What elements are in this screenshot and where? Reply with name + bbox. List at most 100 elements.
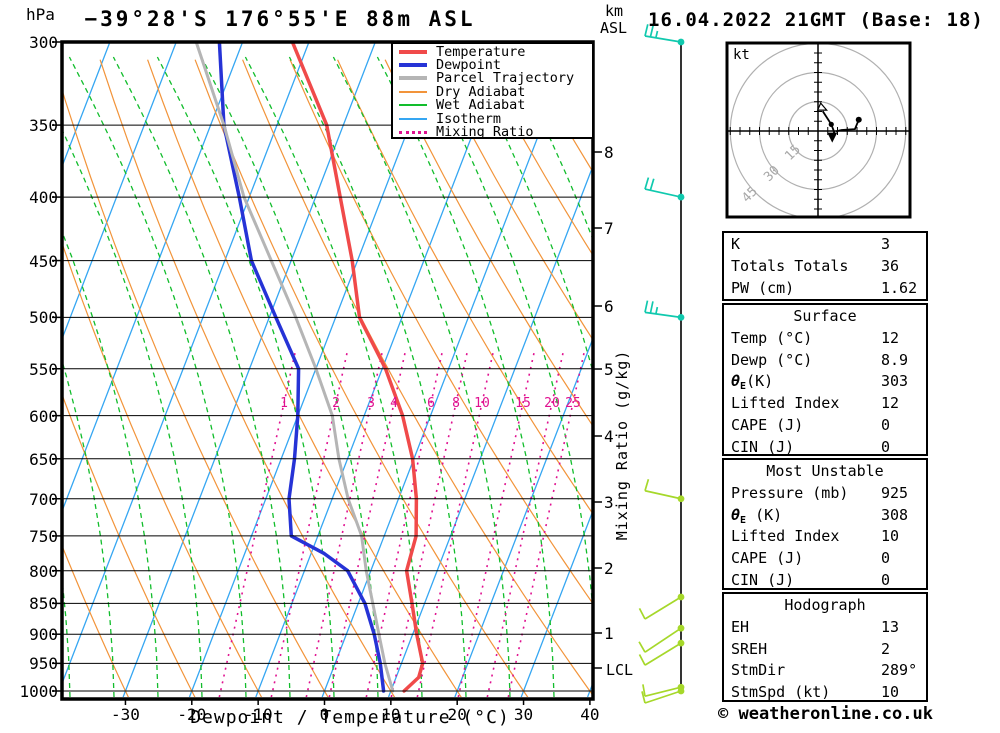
legend-label: Wet Adiabat [436, 97, 526, 114]
pressure-tick-label: 850 [29, 594, 58, 614]
wind-barb-half [655, 306, 659, 315]
table-row-theta-e: θE(K) 303 [731, 371, 926, 393]
isotherm-line [255, 42, 509, 697]
pressure-tick-label: 750 [29, 526, 58, 546]
table-row: CIN (J) 0 [731, 570, 926, 592]
wind-barb-full [649, 25, 655, 38]
mixing-ratio-value-label: 15 [515, 396, 531, 411]
legend-item-mixing-ratio: Mixing Ratio [399, 124, 592, 140]
dry-adiabat-line [432, 59, 593, 341]
table-row: Lifted Index 12 [731, 393, 926, 415]
table-row: CIN (J) 0 [731, 437, 926, 459]
hodograph-table: Hodograph EH 13 SREH 2 StmDir 289° StmSpd (… [722, 592, 928, 702]
wind-barb-full [638, 641, 646, 653]
table-row: StmDir 289° [731, 660, 926, 682]
pressure-axis-unit: hPa [26, 5, 55, 24]
stat-value: 12 [881, 328, 900, 347]
surface-table: Surface Temp (°C) 12 Dewp (°C) 8.9 θE(K) 30… [722, 303, 928, 456]
km-tick-label: 3 [604, 493, 614, 512]
wet-adiabat-line [62, 358, 115, 697]
km-tick-label: 6 [604, 297, 614, 316]
legend-item-isotherm: Isotherm [399, 110, 592, 127]
hodograph-unit-label: kt [733, 47, 750, 63]
dry-adiabat-line [242, 59, 593, 697]
pressure-tick-label: 500 [29, 308, 58, 328]
mixing-ratio-value-label: 8 [452, 396, 460, 411]
dry-adiabat-line [99, 59, 396, 697]
pressure-tick-label: 700 [29, 489, 58, 509]
temperature-tick-label: 0 [319, 705, 330, 724]
temperature-tick-label: -10 [243, 705, 273, 724]
x-axis-label: Dewpoint / Temperature (°C) [190, 707, 510, 728]
isotherm-line [321, 42, 575, 697]
wind-barb-staff [644, 311, 682, 319]
km-tick-label: 1 [604, 624, 614, 643]
pressure-tick-label: 1000 [19, 682, 58, 701]
temperature-tick-label: 30 [513, 705, 534, 724]
wind-barb-full [644, 300, 649, 313]
datetime-title: 16.04.2022 21GMT (Base: 18) [648, 9, 984, 31]
stat-label: PW (cm) [731, 278, 795, 297]
stat-label: Lifted Index [731, 394, 840, 413]
pressure-tick-label: 450 [29, 251, 58, 271]
table-row: StmSpd (kt) 10 [731, 682, 926, 704]
legend-item-wet-adiabat: Wet Adiabat [399, 97, 592, 114]
table-row: Pressure (mb) 925 [731, 483, 926, 505]
wet-adiabat-line [508, 56, 593, 242]
wind-barb-staff [644, 35, 682, 43]
wind-barb-full [649, 301, 654, 314]
wind-barb-staff [644, 642, 682, 666]
mixing-ratio-axis-label: Mixing Ratio (g/kg) [613, 349, 631, 541]
table-row: Temp (°C) 12 [731, 328, 926, 350]
isotherm-line-swatch [399, 117, 427, 120]
wind-barb-half [655, 30, 659, 39]
isotherm-line [454, 336, 593, 697]
most-unstable-table: Most Unstable Pressure (mb) 925 θE (K) 308… [722, 458, 928, 590]
stat-value: 0 [881, 437, 891, 456]
hodograph-trace-dot [828, 121, 834, 127]
wind-barb-staff [644, 686, 682, 698]
stat-value: 8.9 [881, 350, 909, 369]
temperature-tick-label: 20 [447, 705, 467, 724]
wind-barb-staff [644, 690, 682, 704]
pressure-tick-label: 300 [29, 33, 58, 52]
wind-barb-staff [644, 627, 682, 653]
mixing-ratio-value-label: 10 [474, 396, 490, 411]
pressure-tick-label: 400 [29, 188, 58, 208]
table-title: Most Unstable [766, 462, 884, 480]
km-tick-label: 2 [604, 559, 614, 578]
table-row: PW (cm) 1.62 [731, 278, 926, 300]
mixing-ratio-value-label: 25 [565, 396, 581, 411]
mixing-ratio-value-label: 3 [367, 396, 375, 411]
wind-barb-full [644, 478, 650, 491]
stat-value: 0 [881, 570, 891, 589]
wet-adiabat-line [62, 230, 159, 697]
mixing-ratio-line-swatch [399, 130, 427, 134]
isotherm-line [62, 42, 177, 341]
stat-label: Temp (°C) [731, 328, 813, 347]
stat-value: 308 [881, 505, 909, 524]
wet-adiabat-line [112, 56, 291, 697]
mixing-ratio-value-label: 20 [544, 396, 560, 411]
legend-item-parcel: Parcel Trajectory [399, 70, 592, 86]
stat-value: 289° [881, 661, 918, 680]
dewpoint-curve [217, 42, 386, 693]
wet-adiabat-line [156, 56, 335, 697]
stat-label: θE (K) [731, 505, 783, 526]
legend-label: Isotherm [436, 110, 502, 127]
hodograph-arrowhead [827, 132, 838, 143]
wind-barb-full [641, 691, 646, 704]
copyright-credit: © weatheronline.co.uk [718, 704, 933, 724]
km-tick-label: 5 [604, 360, 614, 379]
altitude-axis-unit: km ASL [600, 3, 627, 37]
legend-item-dewpoint: Dewpoint [399, 57, 592, 73]
dry-adiabat-line [147, 59, 462, 697]
table-title: Surface [793, 307, 857, 325]
stat-label: CAPE (J) [731, 415, 804, 434]
altitude-unit-km: km [605, 2, 624, 20]
stat-label: Dewp (°C) [731, 350, 813, 369]
km-tick-label: 7 [604, 219, 614, 238]
table-title: Hodograph [784, 596, 866, 614]
